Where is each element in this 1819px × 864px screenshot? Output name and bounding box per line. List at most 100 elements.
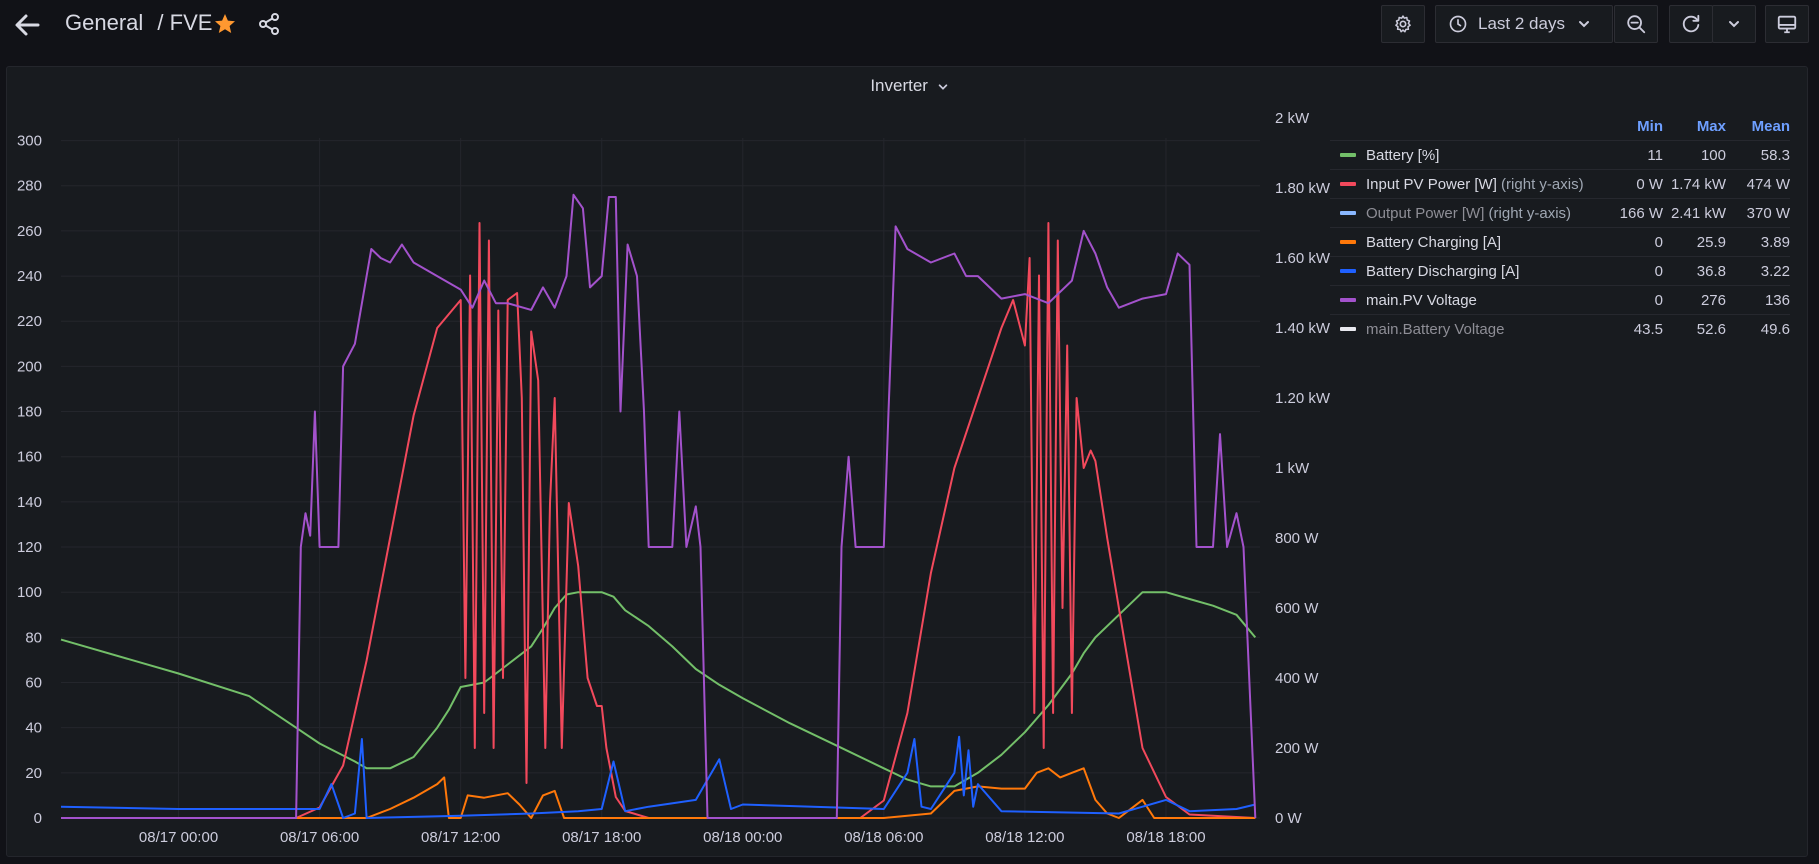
x-tick-label: 08/18 06:00	[844, 829, 923, 846]
y-left-tick-label: 40	[25, 720, 42, 737]
y-left-tick-label: 160	[17, 449, 42, 466]
star-icon[interactable]	[213, 12, 237, 36]
legend-mean-value: 136	[1764, 291, 1790, 309]
legend-series-name: Input PV Power [W] (right y-axis)	[1366, 175, 1584, 193]
legend-series-name: main.Battery Voltage	[1366, 320, 1505, 338]
y-right-tick-label: 0 W	[1275, 810, 1303, 827]
legend-header-min[interactable]: Min	[1637, 118, 1663, 135]
y-left-tick-label: 200	[17, 358, 42, 375]
y-left-tick-label: 220	[17, 313, 42, 330]
legend-axis-note: (right y-axis)	[1484, 204, 1572, 222]
dashboard-top-bar: General / FVE Last 2 days	[0, 0, 1819, 50]
panel-title[interactable]: Inverter	[0, 76, 1819, 96]
y-right-tick-label: 600 W	[1275, 600, 1319, 617]
legend-color-swatch	[1340, 240, 1356, 244]
arrow-left-icon[interactable]	[12, 10, 42, 40]
x-tick-label: 08/17 12:00	[421, 829, 500, 846]
panel-title-text: Inverter	[870, 76, 928, 95]
y-right-tick-label: 2 kW	[1275, 110, 1310, 127]
x-tick-label: 08/18 00:00	[703, 829, 782, 846]
refresh-interval-dropdown[interactable]	[1712, 5, 1756, 43]
settings-button[interactable]	[1381, 5, 1425, 43]
legend-color-swatch	[1340, 298, 1356, 302]
y-left-tick-label: 240	[17, 268, 42, 285]
legend-row[interactable]: Battery Charging [A] 0 25.9 3.89	[1330, 227, 1790, 256]
y-left-tick-label: 180	[17, 404, 42, 421]
legend-max-value: 36.8	[1696, 262, 1726, 280]
chevron-down-icon	[1578, 21, 1589, 28]
y-right-tick-label: 1.80 kW	[1275, 180, 1331, 197]
gear-icon	[1395, 15, 1411, 33]
x-tick-label: 08/18 18:00	[1126, 829, 1205, 846]
legend-row[interactable]: main.Battery Voltage 43.5 52.6 49.6	[1330, 314, 1790, 343]
legend-max-value: 100	[1700, 146, 1726, 164]
legend-row[interactable]: Input PV Power [W] (right y-axis) 0 W 1.74…	[1330, 169, 1790, 198]
legend-series-name: Battery Charging [A]	[1366, 233, 1502, 251]
x-tick-label: 08/17 18:00	[562, 829, 641, 846]
y-left-tick-label: 0	[34, 810, 42, 827]
legend-row[interactable]: Output Power [W] (right y-axis) 166 W 2.41…	[1330, 198, 1790, 227]
y-left-tick-label: 80	[25, 629, 42, 646]
legend-header: Min Max Mean	[1330, 118, 1790, 140]
legend-header-max[interactable]: Max	[1696, 118, 1726, 135]
legend-row[interactable]: Battery Discharging [A] 0 36.8 3.22	[1330, 256, 1790, 285]
legend-mean-value: 474 W	[1746, 175, 1790, 193]
series-line	[60, 591, 1257, 788]
clock-icon	[1449, 15, 1467, 33]
inverter-panel	[6, 66, 1808, 857]
legend-series-name: Battery [%]	[1366, 146, 1440, 164]
tv-mode-button[interactable]	[1765, 5, 1809, 43]
breadcrumb-separator: /	[157, 10, 164, 35]
refresh-icon	[1682, 14, 1700, 33]
series-line	[61, 767, 1256, 819]
legend-mean-value: 58.3	[1760, 146, 1790, 164]
series-line	[61, 222, 1256, 819]
legend-row[interactable]: Battery [%] 11 100 58.3	[1330, 140, 1790, 169]
time-range-label: Last 2 days	[1478, 14, 1565, 33]
legend-color-swatch	[1340, 153, 1356, 157]
y-right-tick-label: 1 kW	[1275, 460, 1310, 477]
y-right-tick-label: 1.40 kW	[1275, 320, 1331, 337]
zoom-out-button[interactable]	[1614, 5, 1658, 43]
legend-table: Min Max Mean Battery [%] 11 100 58.3 Input P…	[1330, 118, 1790, 343]
chevron-down-icon	[1729, 21, 1739, 28]
legend-header-mean[interactable]: Mean	[1751, 118, 1790, 135]
breadcrumb-dashboard[interactable]: FVE	[169, 10, 213, 35]
y-left-tick-label: 260	[17, 223, 42, 240]
legend-mean-value: 3.89	[1760, 233, 1790, 251]
y-right-tick-label: 800 W	[1275, 530, 1319, 547]
refresh-button[interactable]	[1669, 5, 1713, 43]
legend-mean-value: 3.22	[1760, 262, 1790, 280]
y-right-tick-label: 1.20 kW	[1275, 390, 1331, 407]
legend-color-swatch	[1340, 327, 1356, 331]
y-left-tick-label: 140	[17, 494, 42, 511]
legend-max-value: 25.9	[1696, 233, 1726, 251]
y-right-tick-label: 1.60 kW	[1275, 250, 1331, 267]
chevron-down-icon	[938, 83, 947, 90]
legend-max-value: 52.6	[1696, 320, 1726, 338]
legend-series-name: main.PV Voltage	[1366, 291, 1477, 309]
legend-color-swatch	[1340, 211, 1356, 215]
breadcrumb: General / FVE	[65, 10, 212, 36]
legend-row[interactable]: main.PV Voltage 0 276 136	[1330, 285, 1790, 314]
legend-max-value: 1.74 kW	[1670, 175, 1726, 193]
y-left-tick-label: 300	[17, 133, 42, 150]
zoom-out-icon	[1627, 15, 1646, 34]
legend-min-value: 43.5	[1633, 320, 1663, 338]
x-tick-label: 08/18 12:00	[985, 829, 1064, 846]
breadcrumb-folder[interactable]: General	[65, 10, 144, 35]
legend-max-value: 276	[1700, 291, 1726, 309]
legend-min-value: 0	[1654, 291, 1663, 309]
y-left-tick-label: 20	[25, 765, 42, 782]
legend-max-value: 2.41 kW	[1670, 204, 1726, 222]
y-left-tick-label: 100	[17, 584, 42, 601]
y-right-tick-label: 200 W	[1275, 740, 1319, 757]
legend-min-value: 11	[1647, 146, 1663, 164]
legend-mean-value: 370 W	[1746, 204, 1790, 222]
time-range-picker[interactable]: Last 2 days	[1435, 5, 1613, 43]
share-icon[interactable]	[257, 12, 281, 36]
legend-series-name: Output Power [W] (right y-axis)	[1366, 204, 1572, 222]
legend-min-value: 0	[1654, 262, 1663, 280]
legend-series-name: Battery Discharging [A]	[1366, 262, 1520, 280]
